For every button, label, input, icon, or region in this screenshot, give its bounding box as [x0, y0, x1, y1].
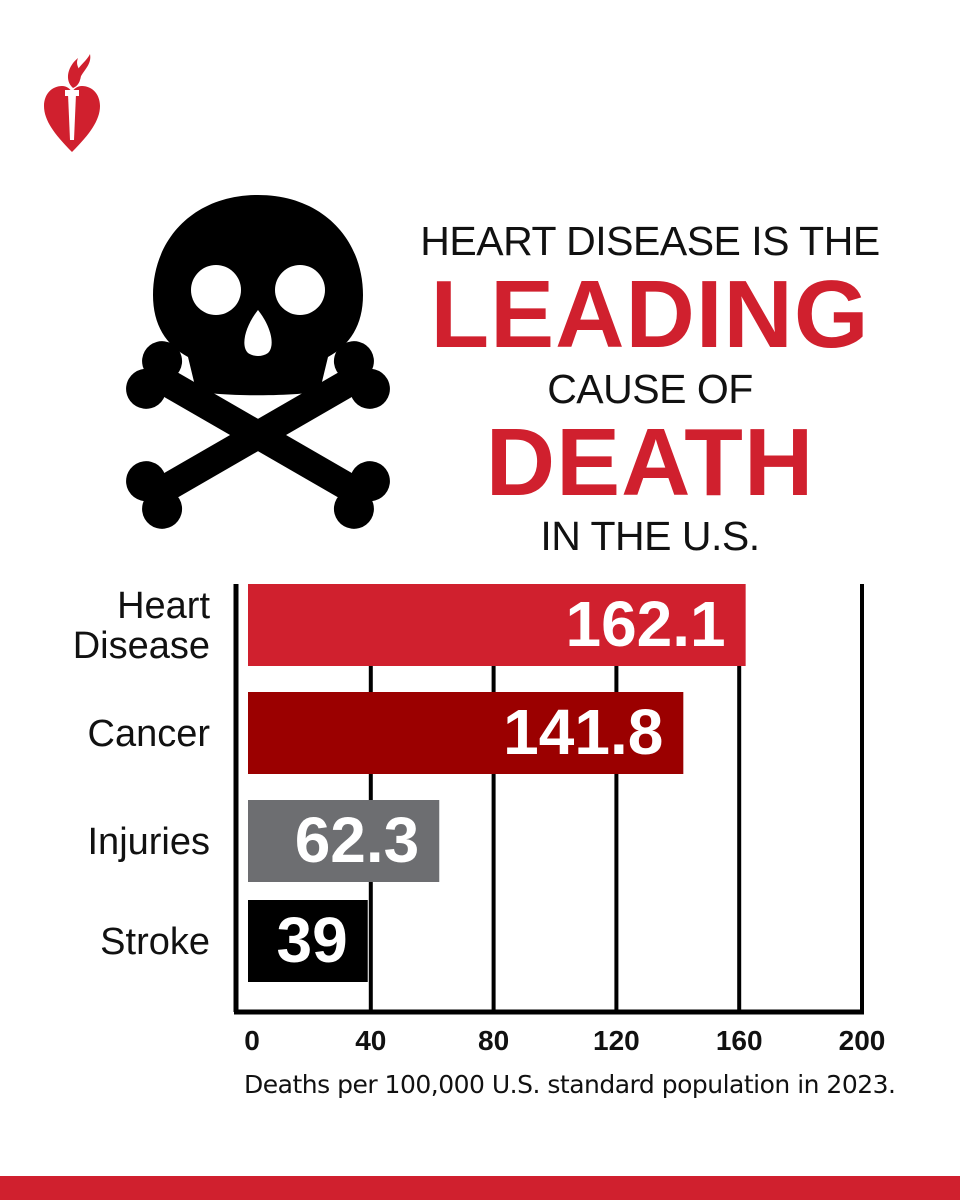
category-label: Injuries — [88, 821, 211, 863]
aha-heart-torch-icon — [44, 54, 100, 152]
headline: HEART DISEASE IS THE LEADING CAUSE OF DE… — [420, 210, 880, 566]
chart-caption: Deaths per 100,000 U.S. standard populat… — [244, 1070, 896, 1099]
bottom-brand-bar — [0, 1176, 960, 1200]
bar — [248, 584, 746, 666]
x-tick-label: 200 — [839, 1025, 886, 1056]
bar-value-label: 39 — [277, 904, 348, 976]
category-label: Disease — [73, 625, 210, 667]
category-label: Stroke — [100, 921, 210, 963]
x-tick-label: 0 — [244, 1025, 260, 1056]
bar — [248, 900, 368, 982]
bar — [248, 692, 684, 774]
headline-line-3: CAUSE OF — [547, 366, 753, 412]
headline-death: DEATH — [485, 409, 815, 516]
x-tick-label: 80 — [478, 1025, 509, 1056]
x-tick-label: 120 — [593, 1025, 640, 1056]
x-tick-label: 160 — [716, 1025, 763, 1056]
bar-value-label: 141.8 — [503, 696, 663, 768]
skull-crossbones-icon — [126, 195, 390, 529]
bar — [248, 800, 440, 882]
headline-line-5: IN THE U.S. — [540, 513, 760, 559]
category-label: Cancer — [88, 713, 211, 755]
headline-leading: LEADING — [430, 261, 870, 368]
headline-line-1: HEART DISEASE IS THE — [420, 218, 880, 264]
bar-value-label: 162.1 — [565, 588, 725, 660]
category-label: Heart — [117, 585, 210, 627]
bar-value-label: 62.3 — [295, 804, 420, 876]
x-tick-label: 40 — [355, 1025, 386, 1056]
